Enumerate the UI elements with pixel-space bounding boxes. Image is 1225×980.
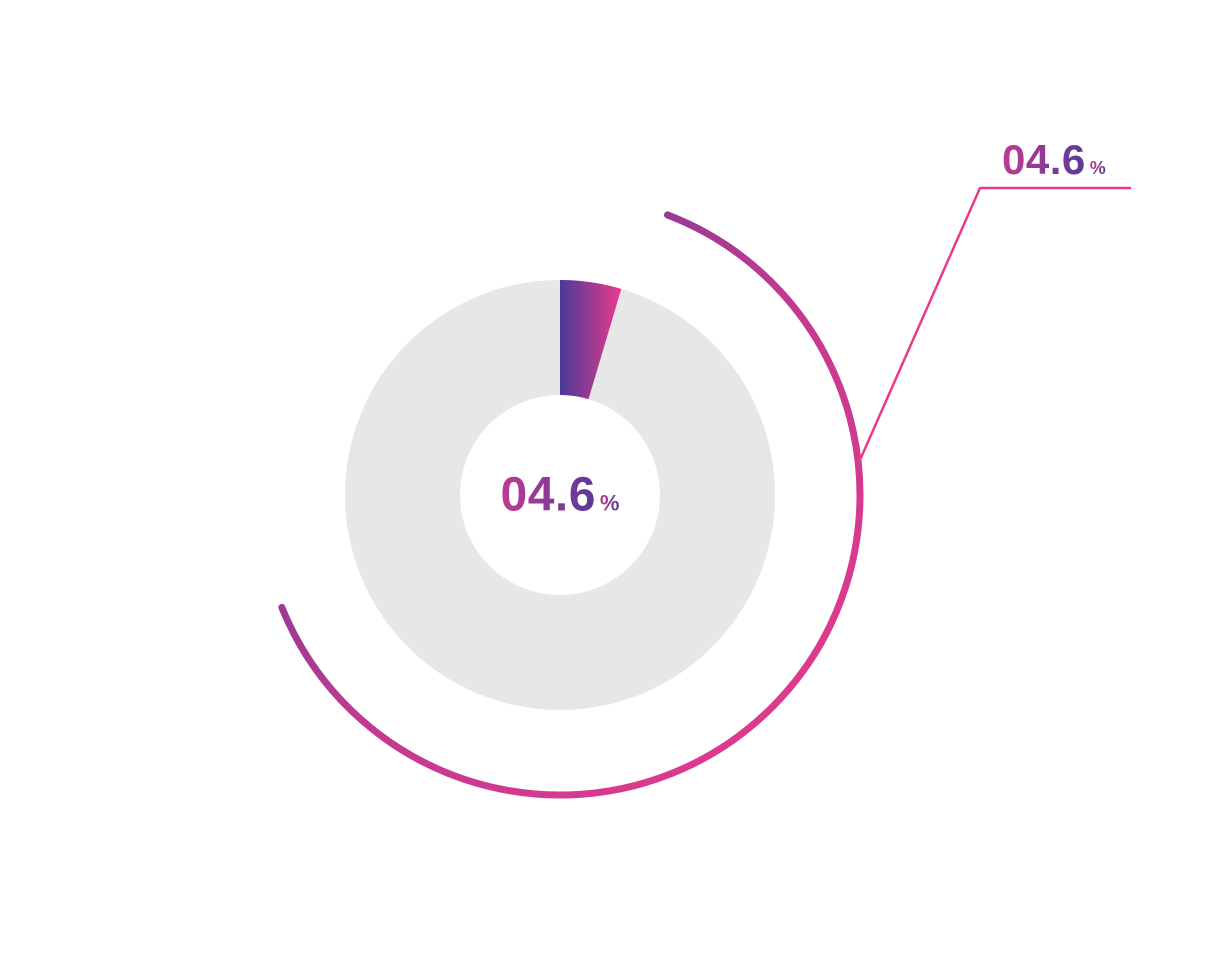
- center-percentage-label: 04.6 %: [501, 468, 620, 523]
- center-percentage-value: 04.6: [501, 468, 596, 523]
- leader-line: [860, 188, 1130, 460]
- callout-percent-sign: %: [1090, 158, 1106, 179]
- callout-percentage-label: 04.6 %: [1002, 136, 1106, 184]
- canvas: 04.6 % 04.6 %: [0, 0, 1225, 980]
- callout-percentage-value: 04.6: [1002, 136, 1086, 184]
- center-percent-sign: %: [600, 491, 620, 517]
